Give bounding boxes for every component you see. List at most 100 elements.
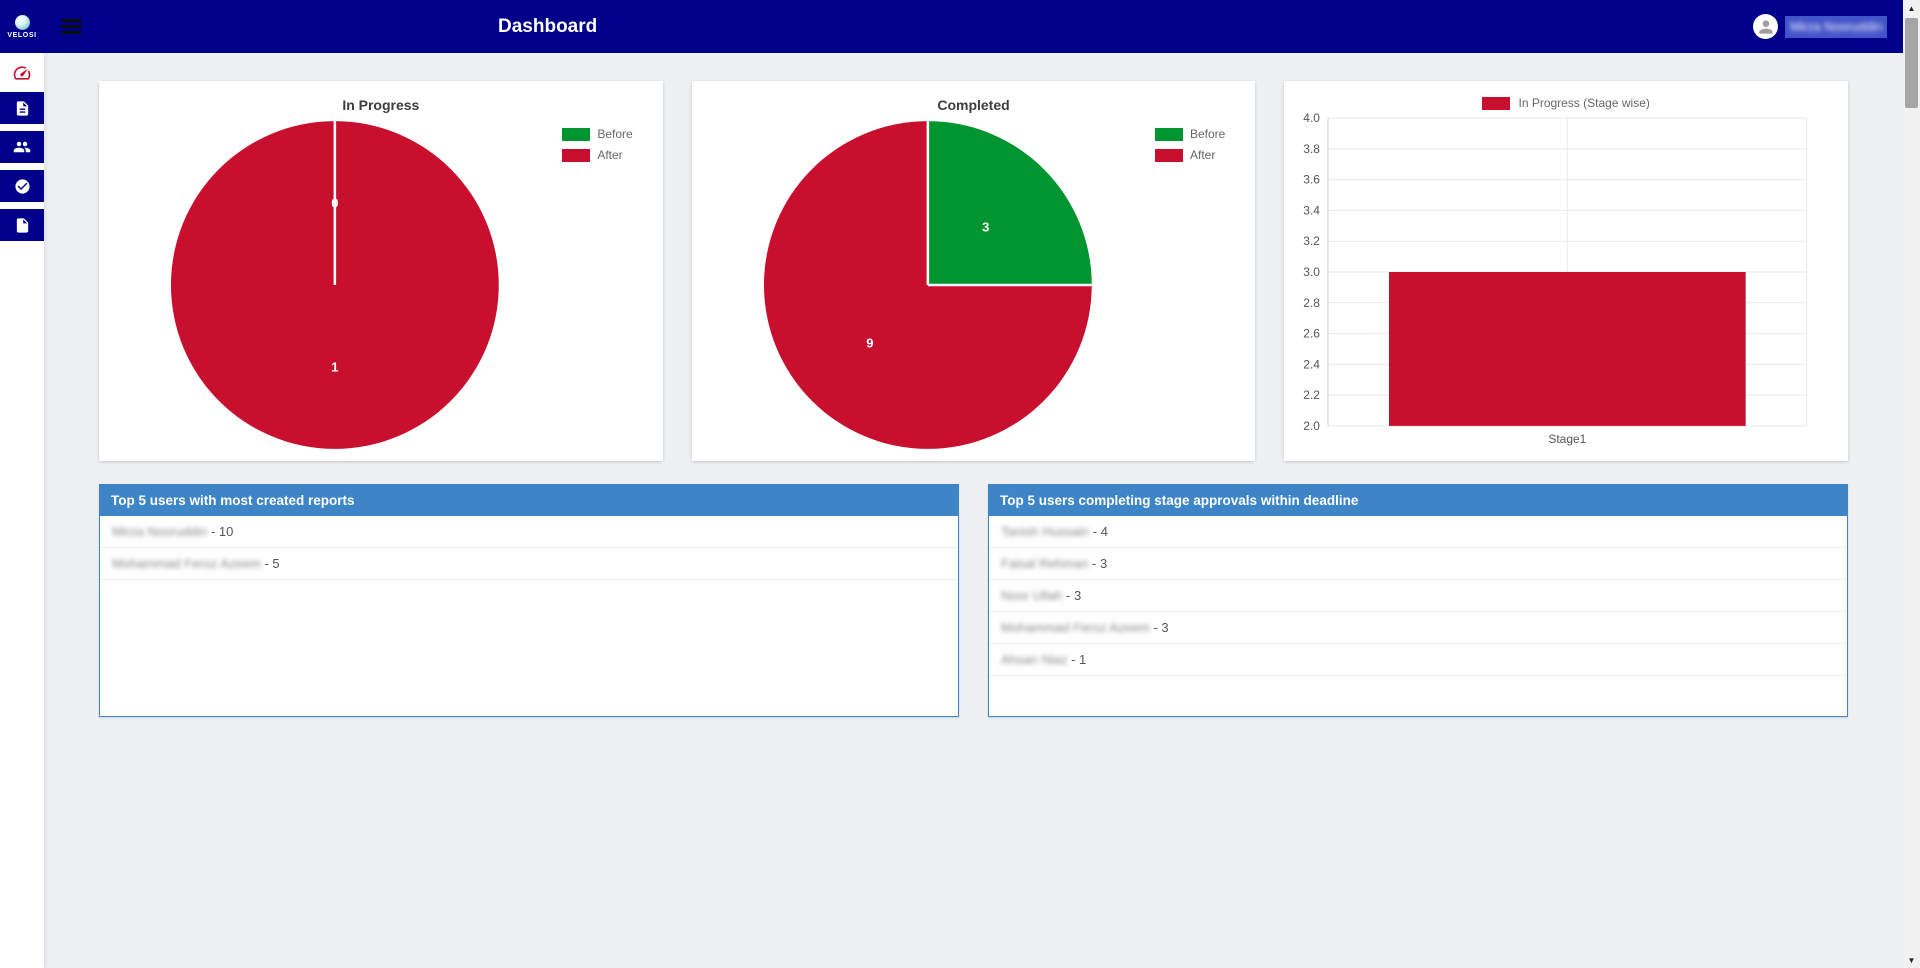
y-tick-label: 3.6 [1304, 173, 1321, 187]
scroll-down-arrow[interactable]: ▼ [1907, 955, 1916, 965]
document-icon [16, 217, 28, 233]
legend-item-before[interactable]: Before [562, 127, 633, 141]
y-tick-label: 2.4 [1304, 357, 1321, 371]
user-name: Mirza Nooruddin [1790, 19, 1882, 34]
legend-swatch [1154, 148, 1183, 162]
person-icon [1759, 19, 1773, 34]
legend-item-after[interactable]: After [562, 148, 632, 162]
user-count: - 3 [1088, 556, 1108, 571]
user-count: - 5 [260, 556, 280, 571]
list-item: Faisal Rehman - 3 [989, 548, 1847, 580]
legend-label: After [1189, 148, 1216, 162]
legend-item-before[interactable]: Before [1154, 127, 1226, 141]
scrollbar-thumb[interactable] [1905, 18, 1918, 108]
pie-data-label: 9 [866, 335, 873, 350]
user-count: - 3 [1149, 620, 1169, 635]
user-count: - 3 [1062, 588, 1082, 603]
velosi-brand-text: VELOSI [7, 31, 37, 39]
bar-legend-label: In Progress (Stage wise) [1518, 96, 1650, 110]
legend-swatch [1154, 127, 1183, 141]
legend-swatch [562, 148, 591, 162]
completed-legend: Before After [1154, 127, 1226, 169]
y-tick-label: 2.6 [1304, 327, 1321, 341]
y-tick-label: 3.4 [1304, 203, 1321, 217]
y-tick-label: 2.8 [1304, 296, 1321, 310]
stage-bar-chart-card: In Progress (Stage wise) 2.0 2.2 2.4 2.6 2.8… [1284, 81, 1849, 461]
top-reports-rows: Mirza Nooruddin - 10 Mohammad Feroz Azeem… [100, 516, 958, 716]
legend-label: Before [597, 127, 633, 141]
velosi-logo[interactable]: VELOSI [0, 0, 44, 53]
scroll-up-arrow[interactable]: ▲ [1907, 3, 1916, 13]
x-tick-label: Stage1 [1549, 432, 1587, 446]
pie-slice-after [170, 121, 499, 449]
user-menu[interactable]: Mirza Nooruddin [1753, 14, 1887, 39]
pie-slice-before [927, 121, 1092, 285]
legend-label: After [597, 148, 623, 162]
check-circle-icon [14, 178, 30, 194]
sidebar-item-documents[interactable] [0, 209, 44, 241]
users-icon [13, 141, 31, 153]
user-name: Faisal Rehman [1001, 556, 1089, 571]
legend-item-after[interactable]: After [1154, 148, 1225, 162]
report-icon [16, 100, 28, 116]
list-item: Mirza Nooruddin - 10 [100, 516, 958, 548]
user-name-highlight[interactable]: Mirza Nooruddin [1785, 15, 1887, 38]
user-count: - 1 [1067, 652, 1087, 667]
chart-title-in-progress: In Progress [342, 97, 420, 113]
menu-toggle-button[interactable] [61, 19, 82, 34]
list-item: Mohammad Feroz Azeem - 3 [989, 612, 1847, 644]
left-sidebar [0, 53, 44, 968]
bar-stage1 [1389, 271, 1747, 426]
chart-title-completed: Completed [937, 97, 1010, 113]
velosi-globe-icon [14, 14, 30, 30]
gauge-icon [13, 65, 31, 80]
in-progress-pie-chart: 01 [170, 121, 499, 449]
bar-legend-swatch [1482, 96, 1511, 110]
top-approvals-card: Top 5 users completing stage approvals w… [988, 484, 1848, 717]
top-approvals-rows: Tanish Hussain - 4 Faisal Rehman - 3 Noor … [989, 516, 1847, 716]
pie-data-label: 3 [982, 220, 989, 235]
top-reports-card: Top 5 users with most created reports Mi… [99, 484, 959, 717]
list-item: Ahsan Niaz - 1 [989, 644, 1847, 676]
user-name: Noor Ullah [1001, 588, 1063, 603]
user-name: Mohammad Feroz Azeem [1001, 620, 1150, 635]
legend-label: Before [1189, 127, 1226, 141]
sidebar-item-users[interactable] [0, 131, 44, 163]
top-reports-header: Top 5 users with most created reports [100, 485, 958, 516]
sidebar-item-reports[interactable] [0, 92, 44, 124]
stage-bar-legend[interactable]: In Progress (Stage wise) [1284, 96, 1848, 110]
user-name: Ahsan Niaz [1001, 652, 1068, 667]
sidebar-item-dashboard[interactable] [0, 53, 44, 92]
user-name: Mirza Nooruddin [112, 524, 208, 539]
y-tick-label: 3.0 [1304, 265, 1321, 279]
top-approvals-header: Top 5 users completing stage approvals w… [989, 485, 1847, 516]
list-item: Mohammad Feroz Azeem - 5 [100, 548, 958, 580]
page-scrollbar[interactable]: ▲ ▼ [1903, 0, 1920, 968]
page-title: Dashboard [498, 15, 598, 37]
pie-data-label: 0 [331, 196, 338, 211]
list-item: Noor Ullah - 3 [989, 580, 1847, 612]
avatar[interactable] [1753, 14, 1779, 39]
user-name: Tanish Hussain [1001, 524, 1090, 539]
y-tick-label: 2.0 [1304, 419, 1321, 433]
y-tick-label: 3.8 [1304, 142, 1321, 156]
in-progress-legend: Before After [562, 127, 633, 169]
lists-row: Top 5 users with most created reports Mi… [99, 484, 1848, 717]
legend-swatch [562, 127, 591, 141]
user-count: - 4 [1089, 524, 1108, 539]
stage-bar-chart: 2.0 2.2 2.4 2.6 2.8 3.0 3.2 3.4 3.6 3.8 4.0 Stage1 [1304, 111, 1808, 446]
list-item: Tanish Hussain - 4 [989, 516, 1847, 548]
user-name: Mohammad Feroz Azeem [112, 556, 261, 571]
pie-data-label: 1 [331, 359, 338, 374]
sidebar-item-approvals[interactable] [0, 170, 44, 202]
y-tick-label: 2.2 [1304, 388, 1321, 402]
completed-pie-chart: 39 [763, 121, 1092, 449]
y-tick-label: 3.2 [1304, 234, 1321, 248]
user-count: - 10 [207, 524, 234, 539]
top-navbar: VELOSI Dashboard Mirza Nooruddin [0, 0, 1903, 53]
y-tick-label: 4.0 [1304, 111, 1321, 125]
